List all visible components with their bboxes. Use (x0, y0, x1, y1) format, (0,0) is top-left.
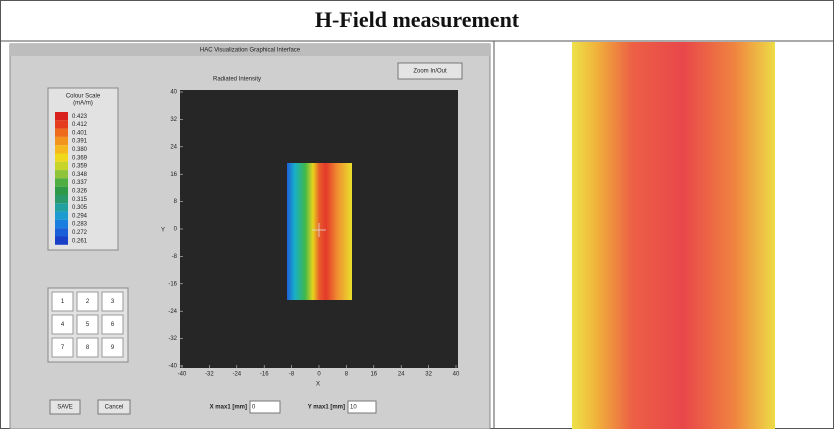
y-tick-label: 8 (174, 199, 178, 205)
color-scale-label: 0.315 (72, 197, 88, 203)
y-tick-label: -32 (168, 336, 177, 342)
keypad-key[interactable] (101, 314, 124, 335)
field-value[interactable]: 10 (350, 405, 357, 411)
color-swatch (55, 170, 68, 179)
color-scale-label: 0.380 (72, 147, 88, 153)
x-tick-label: 24 (398, 372, 405, 378)
keypad-key[interactable] (76, 337, 99, 358)
x-tick-label: 16 (370, 372, 377, 378)
x-tick-label: -8 (289, 372, 295, 378)
save-button[interactable] (49, 399, 81, 415)
zoom-button[interactable] (397, 62, 463, 80)
field-label: Y max1 [mm] (308, 405, 345, 411)
y-tick-label: 24 (170, 144, 177, 150)
color-scale-label: 0.369 (72, 155, 88, 161)
field-input[interactable] (249, 400, 281, 414)
color-swatch (55, 211, 68, 220)
color-swatch (55, 178, 68, 187)
color-swatch (55, 136, 68, 146)
y-tick-label: 16 (170, 172, 177, 178)
y-tick-label: 32 (170, 117, 177, 123)
color-scale-unit: (mA/m) (73, 101, 93, 107)
color-swatch (55, 153, 68, 162)
window-title: HAC Visualization Graphical Interface (200, 48, 301, 54)
color-scale-label: 0.337 (72, 180, 88, 186)
x-tick-label: 0 (317, 372, 321, 378)
x-axis-label: X (316, 382, 320, 388)
keypad-key[interactable] (51, 314, 74, 335)
color-scale-label: 0.283 (72, 222, 88, 228)
color-scale-title: Colour Scale (66, 94, 101, 100)
x-tick-label: -40 (178, 372, 187, 378)
cancel-button-label[interactable]: Cancel (105, 405, 124, 411)
keypad-key[interactable] (51, 291, 74, 312)
keypad: 1 2 3 4 5 6 7 8 9 (47, 287, 129, 363)
field-label: X max1 [mm] (210, 405, 247, 411)
x-tick-label: -24 (232, 372, 241, 378)
color-swatch (55, 219, 68, 229)
x-tick-label: 8 (345, 372, 349, 378)
color-scale-label: 0.326 (72, 188, 88, 194)
color-scale-label: 0.401 (72, 130, 88, 136)
y-tick-label: -40 (168, 364, 177, 370)
keypad-key-label[interactable]: 1 (61, 299, 65, 305)
color-scale-label: 0.261 (72, 238, 88, 244)
keypad-key-label[interactable]: 3 (111, 299, 115, 305)
keypad-key-label[interactable]: 6 (111, 322, 115, 328)
color-scale-label: 0.305 (72, 205, 88, 211)
keypad-key-label[interactable]: 4 (61, 322, 65, 328)
keypad-key-label[interactable]: 2 (86, 299, 90, 305)
keypad-key-label[interactable]: 7 (61, 345, 65, 351)
zoom-button-label[interactable]: Zoom In/Out (413, 69, 447, 75)
color-swatch (55, 161, 68, 171)
color-swatch (55, 195, 68, 204)
color-scale-label: 0.359 (72, 164, 88, 170)
color-swatch (55, 236, 68, 245)
x-tick-label: 32 (425, 372, 432, 378)
color-swatch (55, 128, 68, 137)
keypad-key[interactable] (101, 291, 124, 312)
color-swatch (55, 186, 68, 195)
color-swatch (55, 228, 68, 237)
keypad-key[interactable] (51, 337, 74, 358)
color-swatch (55, 203, 68, 212)
color-swatch (55, 112, 68, 121)
color-swatch (55, 120, 68, 129)
keypad-key-label[interactable]: 8 (86, 345, 90, 351)
field-map (287, 163, 352, 300)
color-swatch (55, 145, 68, 154)
y-tick-label: -8 (172, 254, 178, 260)
color-scale-label: 0.391 (72, 139, 88, 145)
keypad-key[interactable] (101, 337, 124, 358)
page-title: H-Field measurement (315, 7, 520, 32)
keypad-key-label[interactable]: 9 (111, 345, 115, 351)
cancel-button[interactable] (97, 399, 131, 415)
x-tick-label: -16 (260, 372, 269, 378)
field-image (572, 42, 775, 429)
field-value[interactable]: 0 (252, 405, 256, 411)
x-tick-label: -32 (205, 372, 214, 378)
color-scale-label: 0.294 (72, 213, 88, 219)
x-tick-label: 40 (453, 372, 460, 378)
save-button-label[interactable]: SAVE (57, 405, 73, 411)
y-tick-label: 0 (174, 227, 178, 233)
color-scale-label: 0.423 (72, 114, 88, 120)
y-tick-label: -24 (168, 309, 177, 315)
color-scale-label: 0.272 (72, 230, 88, 236)
color-scale-label: 0.412 (72, 122, 88, 128)
window-titlebar (10, 44, 490, 56)
y-tick-label: -16 (168, 281, 177, 287)
y-axis-label: Y (161, 228, 165, 234)
keypad-key-label[interactable]: 5 (86, 322, 90, 328)
field-input[interactable] (347, 400, 377, 414)
keypad-key[interactable] (76, 291, 99, 312)
plot-title: Radiated Intensity (213, 77, 261, 83)
color-scale-label: 0.348 (72, 172, 88, 178)
keypad-key[interactable] (76, 314, 99, 335)
y-tick-label: 40 (170, 90, 177, 96)
